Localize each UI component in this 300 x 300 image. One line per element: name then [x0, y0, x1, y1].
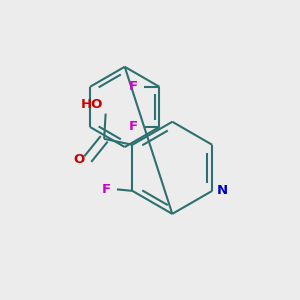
- Text: N: N: [217, 184, 228, 197]
- Text: F: F: [129, 121, 138, 134]
- Text: O: O: [73, 153, 84, 166]
- Text: F: F: [129, 80, 138, 93]
- Text: HO: HO: [81, 98, 103, 111]
- Text: F: F: [101, 183, 110, 196]
